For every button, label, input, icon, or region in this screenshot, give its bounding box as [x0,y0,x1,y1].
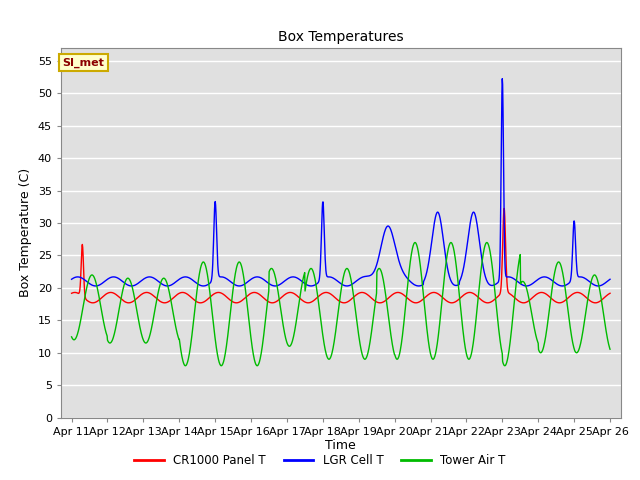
Legend: CR1000 Panel T, LGR Cell T, Tower Air T: CR1000 Panel T, LGR Cell T, Tower Air T [130,449,510,472]
Title: Box Temperatures: Box Temperatures [278,30,404,44]
X-axis label: Time: Time [325,439,356,453]
Text: SI_met: SI_met [63,57,104,68]
Y-axis label: Box Temperature (C): Box Temperature (C) [19,168,32,298]
